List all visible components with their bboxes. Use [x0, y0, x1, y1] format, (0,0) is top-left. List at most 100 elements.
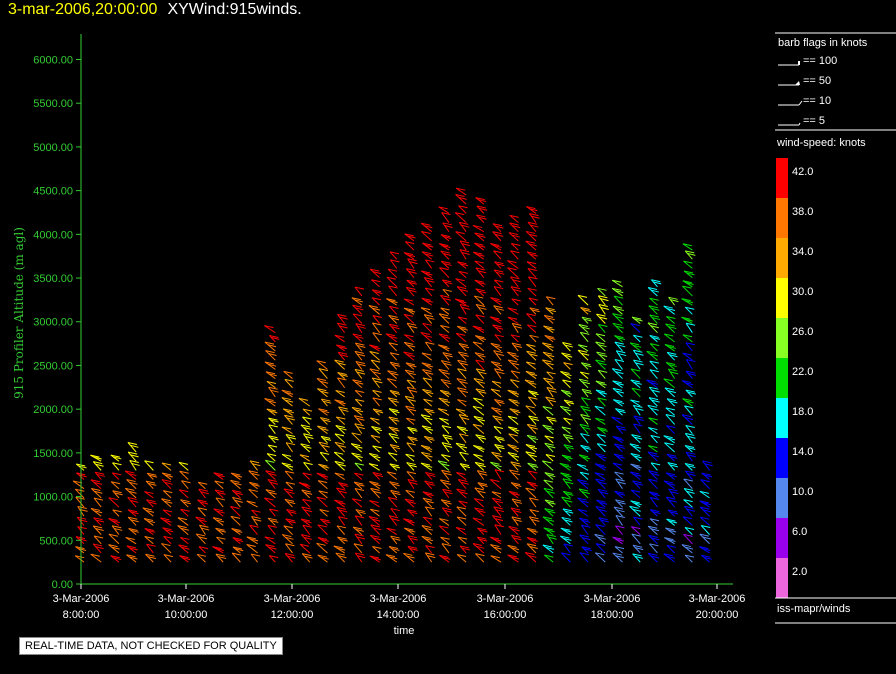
barb-flag	[252, 463, 261, 467]
wind-barb	[438, 206, 450, 214]
wind-barb	[580, 362, 592, 370]
barb-shaft	[528, 497, 537, 508]
wind-barb	[74, 488, 85, 499]
barb-shaft	[491, 380, 502, 389]
wind-barb	[337, 536, 348, 545]
barb-flag	[406, 254, 416, 258]
barb-flag	[388, 452, 398, 456]
barb-flag	[546, 529, 555, 533]
barb-flag	[663, 435, 673, 439]
colorbar-label: 6.0	[792, 526, 807, 538]
barb-flag	[251, 483, 260, 487]
barb-flag	[580, 433, 590, 437]
barb-flag	[265, 470, 275, 474]
wind-barb	[577, 497, 589, 508]
barb-flag	[478, 290, 487, 294]
wind-barb	[281, 397, 294, 407]
barb-shaft	[441, 507, 450, 517]
barb-flag	[493, 350, 503, 354]
barb-flag	[615, 538, 624, 542]
barb-shaft	[475, 304, 485, 315]
barb-shaft	[319, 509, 328, 517]
wind-barb	[425, 471, 436, 480]
barb-shaft	[459, 249, 467, 260]
barb-flag	[339, 316, 348, 320]
barb-flag	[388, 342, 398, 346]
barb-flag	[281, 426, 292, 430]
barb-flag	[529, 253, 539, 257]
barb-flag	[321, 444, 330, 448]
barb-shaft	[597, 397, 606, 407]
barb-flag	[439, 267, 449, 271]
barb-shaft	[507, 544, 519, 554]
wind-barb	[336, 487, 348, 499]
barb-flag	[560, 370, 570, 374]
barb-flag	[422, 497, 433, 501]
wind-barb	[386, 527, 398, 536]
barb-flag	[337, 377, 347, 381]
barb-flag	[354, 423, 364, 427]
wind-barb	[455, 332, 467, 343]
barb-flag	[510, 461, 520, 465]
barb-flag	[110, 555, 120, 559]
wind-barb	[507, 544, 519, 554]
wind-barb	[351, 452, 363, 462]
colorbar-title: wind-speed: knots	[776, 137, 866, 149]
barb-shaft	[663, 435, 675, 444]
barb-flag	[321, 435, 331, 439]
barb-shaft	[161, 498, 172, 508]
barb-shaft	[440, 536, 450, 545]
barb-flag	[216, 536, 226, 540]
barb-flag	[529, 334, 539, 338]
barb-shaft	[685, 342, 693, 352]
wind-barb	[528, 470, 538, 480]
barb-flag	[403, 552, 413, 556]
barb-flag	[421, 297, 431, 301]
barb-shaft	[632, 553, 641, 563]
wind-barb	[459, 303, 470, 315]
barb-flag	[459, 428, 468, 432]
barb-flag	[594, 405, 604, 409]
barb-flag	[595, 341, 605, 345]
barb-shaft	[611, 279, 623, 288]
barb-flag	[650, 289, 660, 293]
barb-shaft	[318, 368, 328, 379]
wind-barb	[423, 398, 433, 407]
barb-shaft	[493, 279, 502, 288]
barb-shaft	[285, 442, 293, 453]
barb-flag	[686, 272, 695, 276]
barb-flag	[513, 483, 522, 487]
barb-shaft	[595, 543, 606, 554]
barb-flag	[425, 493, 434, 497]
barb-flag	[649, 360, 659, 364]
wind-barb	[298, 397, 311, 407]
wind-barb	[455, 526, 467, 536]
barb-flag	[648, 525, 658, 529]
wind-barb	[631, 316, 643, 324]
wind-barb	[404, 334, 415, 343]
wind-barb	[473, 415, 486, 425]
wind-barb	[561, 496, 573, 508]
barb-flag	[424, 446, 433, 450]
barb-flag	[357, 363, 366, 367]
barb-flag	[461, 224, 470, 228]
barb-shaft	[507, 260, 519, 269]
wind-barb	[528, 297, 539, 306]
barb-flag	[477, 490, 486, 494]
barb-flag	[478, 216, 487, 220]
wind-barb	[354, 389, 365, 398]
barb-shaft	[177, 517, 189, 526]
barb-shaft	[423, 314, 433, 324]
barb-shaft	[458, 500, 467, 508]
wind-barb	[526, 313, 537, 324]
wind-barb	[664, 343, 676, 352]
barb-flag	[351, 406, 362, 410]
wind-barb	[198, 546, 209, 554]
barb-shaft	[268, 386, 276, 398]
barb-shaft	[650, 435, 658, 444]
barb-flag	[161, 479, 172, 483]
barb-flag	[646, 379, 656, 383]
y-tick-label: 500.00	[39, 535, 73, 547]
barb-flag	[612, 305, 623, 309]
barb-flag	[684, 554, 695, 558]
